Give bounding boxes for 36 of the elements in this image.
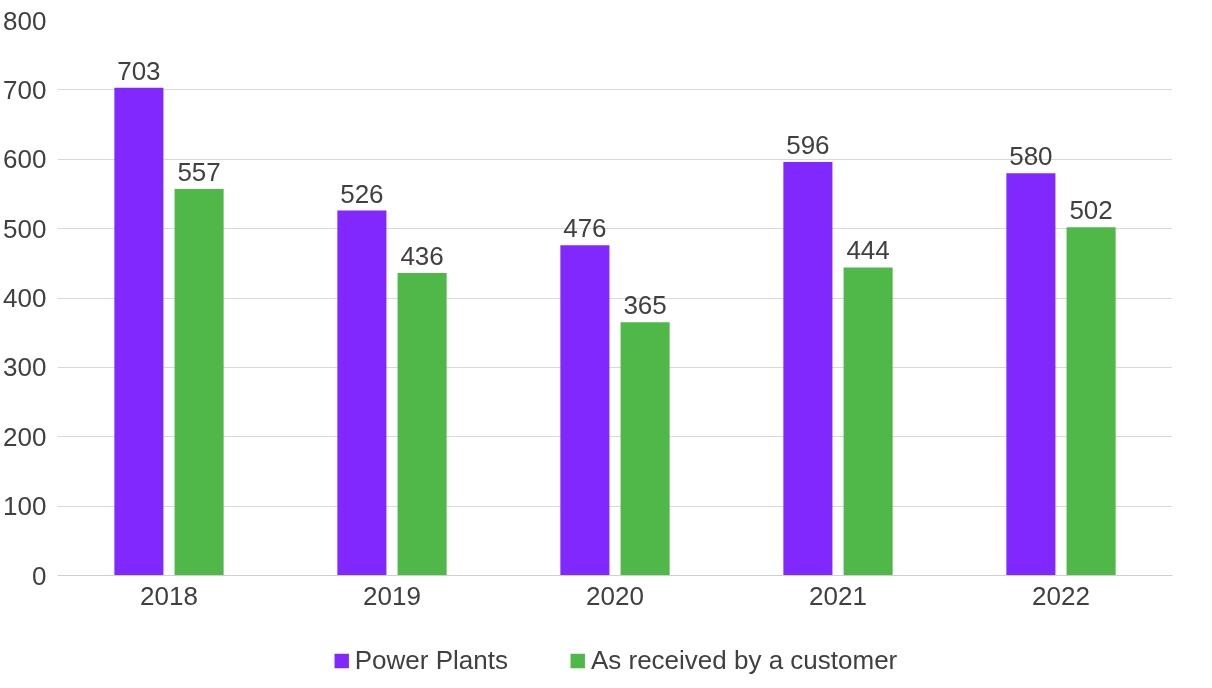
legend-label: Power Plants [354, 644, 508, 676]
data-label: 557 [177, 157, 221, 188]
data-label: 703 [117, 55, 161, 86]
x-tick-label: 2018 [140, 580, 198, 611]
y-tick-label: 200 [3, 421, 47, 452]
bar [783, 162, 833, 576]
bar [337, 210, 387, 576]
y-tick-label: 400 [3, 283, 47, 313]
y-tick-label: 800 [3, 5, 47, 36]
bar [397, 273, 447, 576]
bar [174, 189, 224, 576]
x-tick-label: 2019 [363, 580, 421, 611]
y-tick-label: 500 [3, 213, 47, 244]
x-tick-label: 2020 [586, 580, 644, 611]
x-tick-label: 2021 [809, 580, 867, 611]
bar [114, 87, 164, 576]
bar [620, 322, 670, 576]
x-tick-label: 2022 [1032, 580, 1090, 611]
y-tick-label: 100 [3, 491, 47, 522]
data-label: 526 [340, 178, 384, 209]
bar [560, 245, 610, 576]
y-tick-label: 700 [3, 74, 47, 105]
y-tick-label: 600 [3, 144, 47, 175]
bar [1006, 173, 1056, 576]
y-tick-label: 300 [3, 352, 47, 383]
data-label: 436 [400, 241, 444, 272]
data-label: 476 [563, 213, 607, 244]
data-label: 502 [1069, 195, 1113, 226]
legend-label: As received by a customer [590, 644, 898, 676]
data-label: 444 [846, 235, 890, 266]
data-label: 365 [623, 290, 667, 321]
bar [843, 267, 893, 576]
data-label: 596 [786, 130, 830, 161]
bar [1066, 227, 1116, 576]
data-label: 580 [1009, 141, 1053, 172]
y-tick-label: 0 [32, 560, 47, 591]
